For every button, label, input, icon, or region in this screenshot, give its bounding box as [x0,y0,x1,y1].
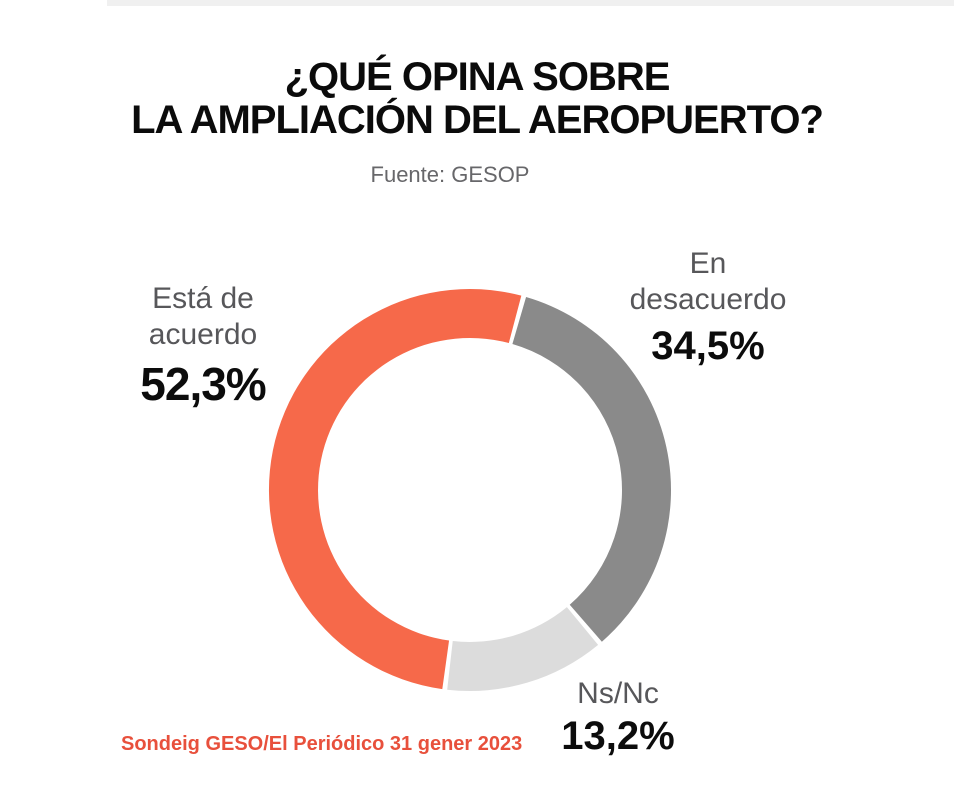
callout-ns-nc: Ns/Nc 13,2% [478,676,758,758]
donut-slice-en-desacuerdo [512,296,672,642]
chart-source: Fuente: GESOP [370,162,530,187]
slice-label-ns-nc: Ns/Nc [577,677,659,710]
survey-credit: Sondeig GESO/El Periódico 31 gener 2023 [121,733,523,755]
chart-title: ¿QUÉ OPINA SOBRE LA AMPLIACIÓN DEL AEROP… [0,56,954,142]
chart-title-line1: ¿QUÉ OPINA SOBRE [284,55,671,99]
slice-value-en-desacuerdo: 34,5% [651,324,765,368]
top-edge-strip [107,0,954,6]
donut-slice-est-de-acuerdo [268,288,522,690]
callout-esta-de-acuerdo: Está de acuerdo 52,3% [48,281,358,409]
slice-value-esta-de-acuerdo: 52,3% [140,358,266,410]
chart-title-line2: LA AMPLIACIÓN DEL AEROPUERTO? [131,98,824,142]
donut-slice-ns-nc [447,607,599,691]
callout-en-desacuerdo: En desacuerdo 34,5% [548,246,868,368]
slice-label-esta-de-acuerdo: Está de acuerdo [148,282,258,351]
slice-label-en-desacuerdo: En desacuerdo [629,247,787,316]
slice-value-ns-nc: 13,2% [561,714,675,758]
